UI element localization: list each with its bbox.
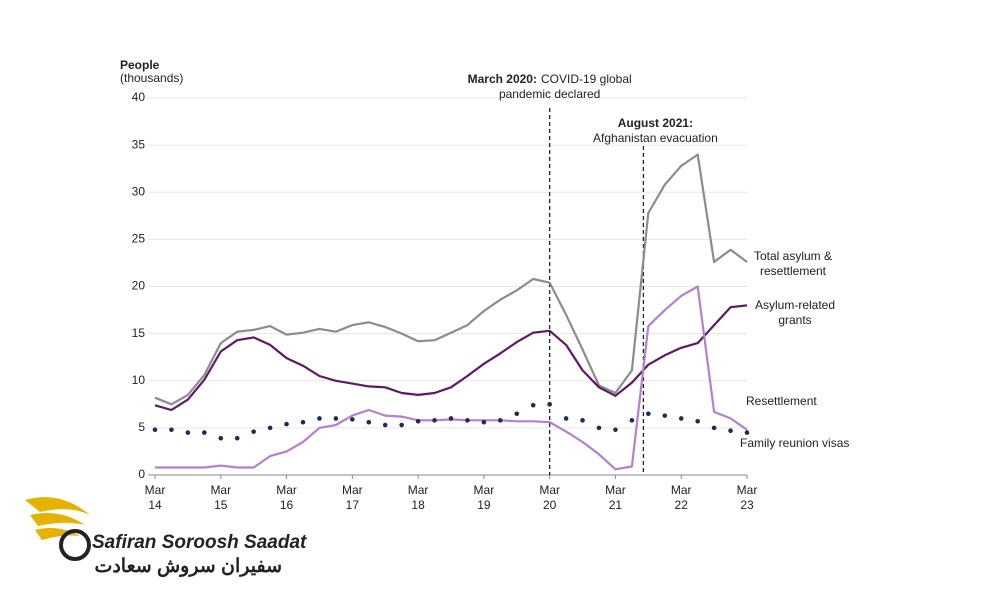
x-tick-label: Mar 15 [210,483,231,512]
x-tick-label: Mar 18 [408,483,429,512]
data-dot [415,418,421,424]
data-dot [169,427,174,433]
annotation-bold: August 2021: [618,116,693,130]
x-tick-label: Mar 23 [737,483,758,512]
annotation-bold: March 2020: [468,72,537,86]
data-dot [678,416,684,421]
y-tick-label: 15 [132,326,146,340]
data-dot [448,416,454,421]
x-tick-label: Mar 19 [474,483,495,512]
annotation: August 2021: [618,116,693,130]
x-tick-label: Mar 22 [671,483,692,512]
y-tick-label: 25 [132,232,146,246]
series-line [155,285,748,471]
logo-ring [59,529,91,561]
x-tick-label: Mar 21 [605,483,626,512]
y-tick-label: 35 [132,137,146,151]
y-axis-subtitle: (thousands) [120,71,183,85]
data-dot [399,422,404,428]
data-dot [366,419,372,425]
data-dot [744,430,750,435]
annotation-text: pandemic declared [499,87,600,101]
logo: Safiran Soroosh Saadat سفیران سروش سعادت [25,497,307,577]
data-dot [728,428,733,434]
logo-text: Safiran Soroosh Saadat [92,532,307,553]
data-dot [629,418,635,423]
data-dot [218,435,224,441]
x-tick-label: Mar 20 [539,483,560,512]
data-dot [267,425,273,431]
x-tick-label: Mar 14 [145,483,166,512]
y-tick-label: 0 [138,467,145,481]
y-tick-label: 20 [132,279,146,293]
y-tick-label: 5 [138,420,145,434]
data-dot [646,411,651,417]
data-dot [202,430,207,435]
annotation: March 2020: COVID-19 global [468,72,632,86]
logo-wing [25,497,90,540]
data-dot [185,430,191,435]
data-dot [251,429,256,434]
series-label: Total asylum & resettlement [754,249,832,278]
data-dot [547,402,552,407]
annotation-text: COVID-19 global [541,72,632,86]
series-label: Asylum-related grants [755,298,835,327]
data-dot [465,418,470,423]
data-dot [284,421,289,427]
data-dot [530,402,536,408]
y-tick-label: 30 [132,184,146,198]
data-dot [563,416,569,421]
series-label: Resettlement [746,394,817,408]
data-dot [333,416,339,421]
data-dot [662,413,668,418]
data-dot [711,425,717,431]
series-line [154,153,748,406]
y-tick-label: 10 [132,373,146,387]
data-dot [382,422,388,428]
data-dot [580,418,585,423]
data-dot [613,427,618,433]
data-dot [300,419,306,425]
data-dot [498,418,503,423]
logo-text-fa: سفیران سروش سعادت [94,556,282,577]
series-label: Family reunion visas [740,436,849,450]
data-dot [695,418,700,424]
x-tick-label: Mar 16 [276,483,297,512]
data-dot [234,435,240,441]
y-tick-label: 40 [132,90,146,104]
data-dot [596,425,602,431]
data-dot [481,419,487,425]
data-dot [432,418,437,423]
data-dot [350,417,355,422]
data-dot [514,411,520,417]
data-dot [152,427,158,433]
y-axis-title: People [120,58,160,72]
annotation-text: Afghanistan evacuation [593,131,718,145]
data-dot [317,416,322,421]
series-line [154,304,748,412]
x-tick-label: Mar 17 [342,483,363,512]
